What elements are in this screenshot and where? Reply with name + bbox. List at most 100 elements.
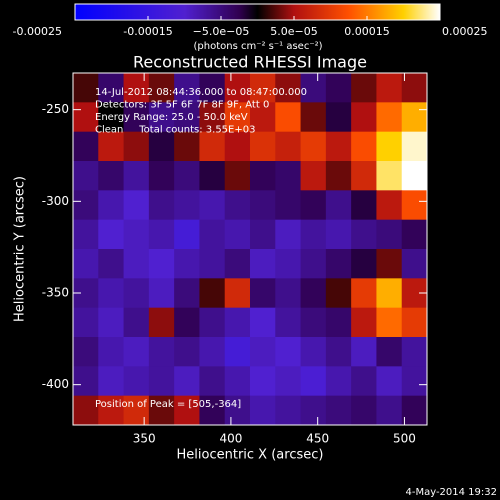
heatmap-cell xyxy=(224,131,251,162)
colorbar-tick-label: −5.0e−05 xyxy=(193,25,250,38)
heatmap-cell xyxy=(224,307,251,338)
heatmap-cell xyxy=(73,395,99,426)
heatmap-cell xyxy=(300,190,327,221)
heatmap-cell xyxy=(148,278,175,309)
heatmap-cell xyxy=(376,73,403,103)
heatmap-cell xyxy=(98,131,125,162)
y-tick-label: -400 xyxy=(42,377,69,391)
y-tick-label: -300 xyxy=(42,194,69,208)
heatmap-cell xyxy=(275,249,302,279)
heatmap-cell xyxy=(351,366,377,397)
heatmap-cell xyxy=(250,395,276,426)
heatmap-cell xyxy=(401,337,428,367)
heatmap-cell xyxy=(224,102,251,133)
heatmap-cell xyxy=(199,278,226,309)
heatmap-cell xyxy=(325,307,352,338)
heatmap-cell xyxy=(224,337,251,367)
heatmap-cell xyxy=(275,161,302,191)
heatmap-cell xyxy=(199,249,226,279)
heatmap-cell xyxy=(174,278,200,309)
heatmap-cell xyxy=(325,395,352,426)
heatmap-cell xyxy=(73,219,99,250)
heatmap-cell xyxy=(148,219,175,250)
heatmap-cell xyxy=(351,73,377,103)
heatmap-cell xyxy=(199,395,226,426)
heatmap-cell xyxy=(401,161,428,191)
heatmap-cell xyxy=(275,278,302,309)
heatmap-cell xyxy=(148,307,175,338)
heatmap-cell xyxy=(376,307,403,338)
heatmap-cell xyxy=(123,395,150,426)
heatmap-cell xyxy=(148,366,175,397)
heatmap-cell xyxy=(376,366,403,397)
colorbar-tick-label: 0.00015 xyxy=(344,25,390,38)
heatmap-cell xyxy=(174,366,200,397)
heatmap-cell xyxy=(123,249,150,279)
heatmap-cell xyxy=(98,73,125,103)
heatmap-cell xyxy=(275,395,302,426)
heatmap-cell xyxy=(148,102,175,133)
colorbar xyxy=(75,4,440,20)
x-axis-label: Heliocentric X (arcsec) xyxy=(177,448,324,463)
peak-label: Position of Peak = [505,-364] xyxy=(95,399,241,410)
heatmap-cell xyxy=(123,278,150,309)
heatmap-cell xyxy=(325,278,352,309)
heatmap-cell xyxy=(224,190,251,221)
heatmap-cell xyxy=(174,307,200,338)
heatmap-cell xyxy=(401,219,428,250)
colorbar-tick-label: -0.00015 xyxy=(123,25,172,38)
heatmap-cell xyxy=(275,190,302,221)
heatmap-cell xyxy=(325,102,352,133)
heatmap-cell xyxy=(250,278,276,309)
heatmap-cell xyxy=(325,131,352,162)
heatmap-cell xyxy=(300,278,327,309)
heatmap-cell xyxy=(199,131,226,162)
heatmap-cell xyxy=(224,395,251,426)
heatmap-cell xyxy=(123,190,150,221)
heatmap-cell xyxy=(73,131,99,162)
heatmap-cell xyxy=(300,337,327,367)
heatmap-cell xyxy=(98,102,125,133)
heatmap-cell xyxy=(250,366,276,397)
heatmap-cell xyxy=(275,102,302,133)
heatmap-cell xyxy=(325,161,352,191)
heatmap-cell xyxy=(199,337,226,367)
heatmap-cell xyxy=(98,337,125,367)
heatmap-cell xyxy=(250,102,276,133)
heatmap-cell xyxy=(351,395,377,426)
heatmap-cell xyxy=(98,395,125,426)
heatmap-cell xyxy=(325,366,352,397)
heatmap-cell xyxy=(123,73,150,103)
heatmap-cell xyxy=(376,161,403,191)
heatmap-cell xyxy=(300,249,327,279)
heatmap-cell xyxy=(123,131,150,162)
heatmap-cell xyxy=(224,278,251,309)
heatmap-cell xyxy=(174,102,200,133)
x-tick-label: 500 xyxy=(393,432,416,446)
heatmap-cell xyxy=(148,73,175,103)
heatmap-cell xyxy=(199,102,226,133)
heatmap-cell xyxy=(351,102,377,133)
heatmap-cell xyxy=(325,219,352,250)
y-tick-label: -250 xyxy=(42,102,69,116)
heatmap-cell xyxy=(401,190,428,221)
heatmap-cell xyxy=(199,307,226,338)
heatmap-cell xyxy=(148,395,175,426)
heatmap-cell xyxy=(224,161,251,191)
heatmap-cell xyxy=(148,190,175,221)
heatmap-cell xyxy=(174,219,200,250)
heatmap-cell xyxy=(98,278,125,309)
colorbar-tick-label: 0.00025 xyxy=(442,25,488,38)
heatmap-cell xyxy=(73,190,99,221)
heatmap-cell xyxy=(98,307,125,338)
colorbar-tick-label: -0.00025 xyxy=(13,25,62,38)
heatmap-cell xyxy=(376,102,403,133)
heatmap-cell xyxy=(376,337,403,367)
heatmap-cell xyxy=(98,161,125,191)
heatmap-cell xyxy=(250,337,276,367)
heatmap-cell xyxy=(123,307,150,338)
timestamp: 4-May-2014 19:32 xyxy=(405,487,497,498)
heatmap-cell xyxy=(199,190,226,221)
heatmap-cell xyxy=(325,337,352,367)
